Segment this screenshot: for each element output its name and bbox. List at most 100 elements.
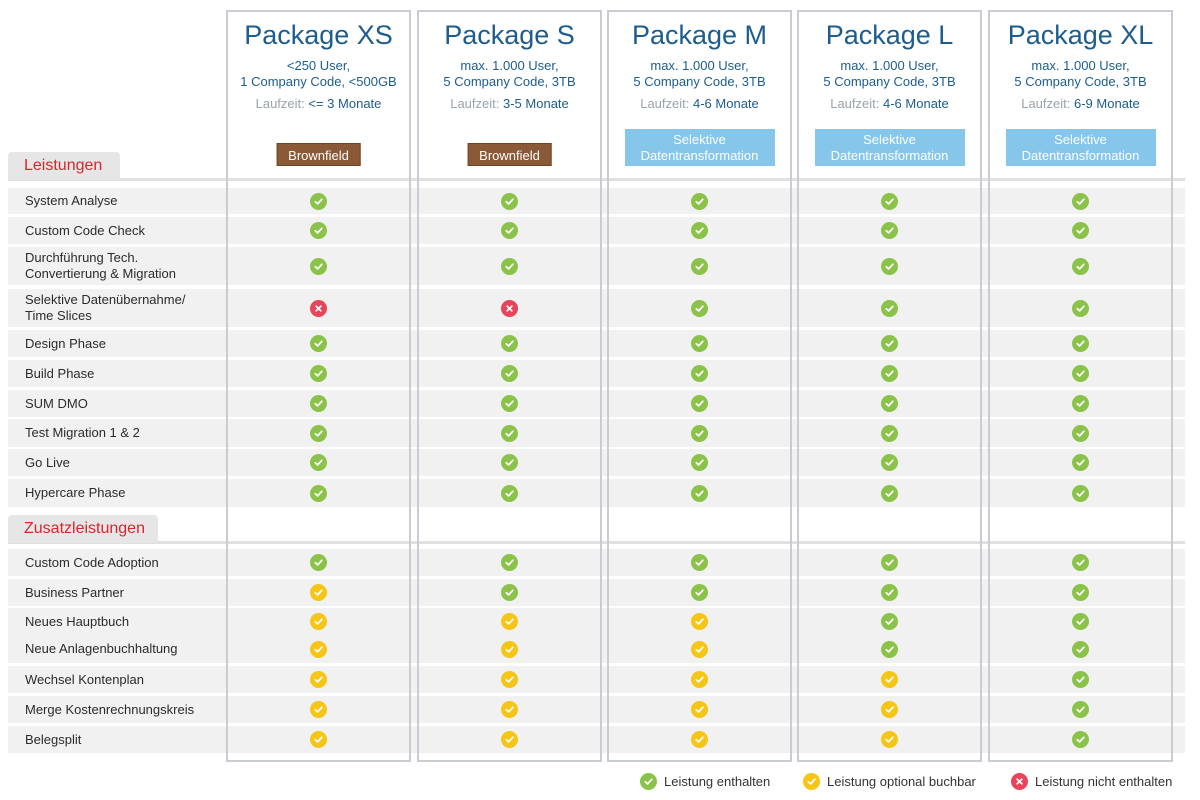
check-circle-icon [501, 671, 518, 688]
check-circle-icon [1072, 454, 1089, 471]
check-circle-icon [501, 640, 518, 658]
legend-label: Leistung optional buchbar [827, 774, 976, 789]
check-circle-icon [691, 484, 708, 502]
check-circle-icon [881, 584, 898, 601]
selective-transformation-badge: Selektive Datentransformation [624, 129, 775, 166]
package-title: Package XL [1007, 20, 1154, 50]
check-circle-icon [501, 484, 518, 502]
section-divider [8, 541, 1185, 544]
check-circle-icon [691, 192, 708, 210]
runtime-value: 4-6 Monate [693, 96, 759, 111]
package-column [226, 10, 411, 762]
check-circle-icon [501, 257, 518, 275]
check-circle-icon [1072, 335, 1089, 352]
check-circle-icon [310, 257, 327, 275]
runtime-value: 4-6 Monate [883, 96, 949, 111]
check-circle-icon [691, 613, 708, 630]
check-circle-icon [881, 192, 898, 210]
brownfield-badge: Brownfield [276, 143, 361, 166]
brownfield-badge: Brownfield [467, 143, 552, 166]
row-label: SUM DMO [25, 395, 88, 411]
row-label: Wechsel Kontenplan [25, 671, 145, 687]
runtime-value: <= 3 Monate [308, 96, 382, 111]
check-circle-icon [501, 554, 518, 571]
package-runtime: Laufzeit: 3-5 Monate [417, 96, 602, 112]
row-label: Neue Anlagenbuchhaltung [25, 641, 178, 656]
row-label: Test Migration 1 & 2 [25, 425, 140, 440]
section-divider [8, 178, 1185, 181]
check-circle-icon [691, 335, 708, 352]
check-circle-icon [310, 613, 327, 630]
package-spec: max. 1.000 User, 5 Company Code, 3TB [823, 58, 956, 89]
package-header: Package L max. 1.000 User, 5 Company Code… [797, 12, 982, 166]
check-circle-icon [881, 731, 898, 748]
check-circle-icon [881, 701, 898, 718]
check-circle-icon [310, 192, 327, 210]
check-circle-icon [1072, 584, 1089, 601]
row-label: Build Phase [25, 365, 95, 381]
check-circle-icon [691, 454, 708, 471]
check-circle-icon [691, 554, 708, 571]
check-circle-icon [501, 335, 518, 352]
check-circle-icon [1072, 299, 1089, 317]
package-column [988, 10, 1173, 762]
check-circle-icon [501, 613, 518, 630]
row-label: Durchführung Tech. Convertierung & Migra… [25, 250, 177, 281]
check-circle-icon [1072, 484, 1089, 502]
package-column [797, 10, 982, 762]
check-circle-icon [310, 554, 327, 571]
check-circle-icon [640, 773, 657, 790]
check-circle-icon [691, 671, 708, 688]
check-circle-icon [310, 484, 327, 502]
package-column [417, 10, 602, 762]
check-circle-icon [691, 731, 708, 748]
section-title: Leistungen [8, 152, 120, 180]
check-circle-icon [310, 424, 327, 442]
row-label: Custom Code Check [25, 222, 145, 238]
check-circle-icon [881, 395, 898, 412]
runtime-label: Laufzeit: [640, 96, 690, 111]
row-label: Go Live [25, 454, 70, 470]
check-circle-icon [1072, 640, 1089, 658]
check-circle-icon [501, 701, 518, 718]
check-circle-icon [881, 640, 898, 658]
check-circle-icon [501, 454, 518, 471]
check-circle-icon [691, 701, 708, 718]
check-circle-icon [803, 773, 820, 790]
runtime-label: Laufzeit: [450, 96, 500, 111]
runtime-label: Laufzeit: [830, 96, 880, 111]
check-circle-icon [691, 257, 708, 275]
check-circle-icon [501, 365, 518, 382]
check-circle-icon [1072, 365, 1089, 382]
package-header: Package XS <250 User, 1 Company Code, <50… [226, 12, 411, 166]
row-label: Neues Hauptbuch [25, 613, 130, 629]
check-circle-icon [881, 424, 898, 442]
check-circle-icon [1072, 257, 1089, 275]
runtime-value: 3-5 Monate [503, 96, 569, 111]
check-circle-icon [1072, 222, 1089, 239]
package-header: Package XL max. 1.000 User, 5 Company Cod… [988, 12, 1173, 166]
package-runtime: Laufzeit: <= 3 Monate [226, 96, 411, 112]
check-circle-icon [1072, 731, 1089, 748]
package-spec: max. 1.000 User, 5 Company Code, 3TB [443, 58, 576, 89]
check-circle-icon [501, 395, 518, 412]
row-label: Merge Kostenrechnungskreis [25, 701, 195, 717]
check-circle-icon [691, 299, 708, 317]
check-circle-icon [691, 640, 708, 658]
check-circle-icon [310, 222, 327, 239]
check-circle-icon [691, 424, 708, 442]
package-title: Package S [444, 20, 575, 50]
check-circle-icon [1072, 671, 1089, 688]
package-column [607, 10, 792, 762]
package-spec: max. 1.000 User, 5 Company Code, 3TB [1014, 58, 1147, 89]
legend-item-optional: Leistung optional buchbar [803, 773, 976, 790]
row-label: Custom Code Adoption [25, 554, 159, 570]
legend-item-included: Leistung enthalten [640, 773, 770, 790]
check-circle-icon [881, 365, 898, 382]
package-runtime: Laufzeit: 4-6 Monate [607, 96, 792, 112]
check-circle-icon [1072, 192, 1089, 210]
x-circle-icon [1011, 773, 1028, 790]
check-circle-icon [501, 424, 518, 442]
check-circle-icon [881, 454, 898, 471]
row-label: Belegsplit [25, 731, 82, 747]
